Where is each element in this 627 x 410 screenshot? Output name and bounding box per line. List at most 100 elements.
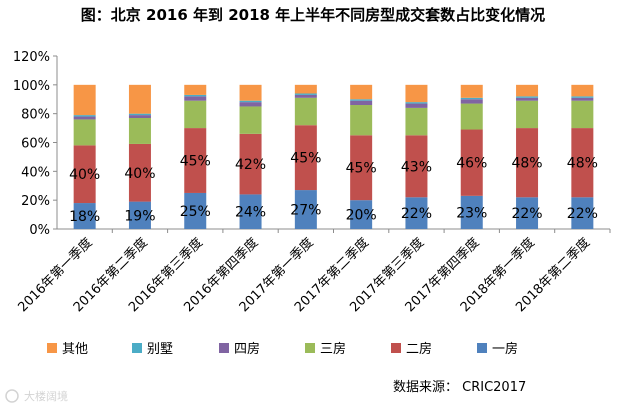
data-label: 43% bbox=[401, 159, 432, 175]
legend: 其他 别墅 四房 三房 二房 一房 bbox=[47, 341, 518, 357]
category-labels: 2016年第一季度2016年第二季度2016年第三季度2016年第四季度2017… bbox=[15, 235, 593, 316]
bar-segment bbox=[73, 115, 96, 117]
bar-segment bbox=[294, 125, 317, 191]
bar-segment bbox=[350, 84, 373, 100]
data-label: 22% bbox=[401, 206, 432, 222]
bar-segment bbox=[571, 84, 594, 97]
bar-segment bbox=[73, 145, 96, 204]
y-tick-label: 100% bbox=[13, 79, 50, 94]
data-label: 45% bbox=[346, 161, 377, 177]
legend-label: 四房 bbox=[234, 341, 260, 357]
bar-segment bbox=[405, 102, 428, 104]
bar-segment bbox=[184, 94, 207, 97]
bar-segment bbox=[460, 195, 483, 229]
y-tick-label: 80% bbox=[21, 108, 50, 123]
bar-segment bbox=[294, 93, 317, 95]
legend-label: 别墅 bbox=[147, 342, 173, 357]
chart-title: 图：北京 2016 年到 2018 年上半年不同房型成交套数占比变化情况 bbox=[81, 6, 545, 24]
y-tick-label: 0% bbox=[29, 223, 50, 238]
legend-swatch bbox=[391, 343, 401, 353]
watermark: 大楼阔境 bbox=[5, 389, 68, 403]
data-label: 48% bbox=[567, 156, 598, 172]
legend-swatch bbox=[47, 343, 57, 353]
legend-swatch bbox=[305, 343, 315, 353]
bar-segment bbox=[571, 97, 594, 101]
bar-segment bbox=[294, 94, 317, 98]
bar-segment bbox=[184, 96, 207, 101]
bar-segment bbox=[128, 143, 151, 202]
data-label: 22% bbox=[567, 206, 598, 222]
legend-item: 三房 bbox=[305, 341, 346, 357]
bar-segment bbox=[516, 84, 539, 97]
data-label: 27% bbox=[290, 203, 321, 219]
bar-segment bbox=[571, 128, 594, 198]
watermark-logo-icon bbox=[5, 389, 19, 403]
data-label: 20% bbox=[346, 208, 377, 224]
data-label: 25% bbox=[180, 204, 211, 220]
legend-item: 别墅 bbox=[132, 342, 173, 357]
data-label: 22% bbox=[511, 206, 542, 222]
bar-segment bbox=[239, 102, 262, 107]
bar-segment bbox=[350, 200, 373, 229]
bar-segment bbox=[128, 201, 151, 229]
bar-segment bbox=[571, 197, 594, 229]
bar-segment bbox=[294, 97, 317, 126]
bar-segment bbox=[516, 197, 539, 229]
bar-segment bbox=[128, 117, 151, 144]
legend-swatch bbox=[132, 343, 142, 353]
legend-item: 其他 bbox=[47, 342, 88, 357]
legend-label: 一房 bbox=[492, 341, 518, 357]
y-tick-label: 20% bbox=[21, 194, 50, 209]
data-label: 19% bbox=[124, 208, 155, 224]
bar-segment bbox=[294, 84, 317, 94]
data-label: 45% bbox=[180, 154, 211, 170]
data-labels: 18% 40% 19% 40% 25% 45% 24% 42% 27% 45% 20% 45% 22% 4… bbox=[69, 151, 598, 225]
bar-segment bbox=[571, 100, 594, 129]
bar-segment bbox=[128, 84, 151, 114]
bar-segment bbox=[294, 190, 317, 229]
bar-segment bbox=[350, 99, 373, 101]
bar-segment bbox=[128, 115, 151, 118]
legend-item: 四房 bbox=[219, 341, 260, 357]
source-note: 数据来源： CRIC2017 bbox=[393, 380, 526, 395]
bar-segment bbox=[460, 84, 483, 98]
bar-segment bbox=[350, 135, 373, 201]
bar-segment bbox=[73, 203, 96, 229]
data-label: 40% bbox=[69, 167, 100, 183]
bar-segment bbox=[405, 103, 428, 108]
bar-segment bbox=[184, 128, 207, 193]
legend-swatch bbox=[219, 343, 229, 353]
bar-segment bbox=[460, 97, 483, 100]
bar-segment bbox=[460, 99, 483, 104]
bar-segment bbox=[184, 84, 207, 95]
bar-segment bbox=[73, 119, 96, 146]
bar-series bbox=[73, 84, 594, 229]
bar-segment bbox=[239, 106, 262, 134]
bar-segment bbox=[184, 100, 207, 129]
data-label: 23% bbox=[456, 205, 487, 221]
watermark-text: 大楼阔境 bbox=[24, 389, 68, 403]
bar-segment bbox=[516, 97, 539, 101]
legend-item: 二房 bbox=[391, 341, 432, 357]
bar-segment bbox=[239, 100, 262, 103]
data-label: 42% bbox=[235, 157, 266, 173]
bar-segment bbox=[516, 100, 539, 129]
bar-segment bbox=[239, 84, 262, 101]
data-label: 46% bbox=[456, 156, 487, 172]
legend-label: 三房 bbox=[320, 341, 346, 357]
bar-segment bbox=[405, 197, 428, 229]
data-label: 18% bbox=[69, 209, 100, 225]
bar-segment bbox=[460, 103, 483, 130]
bar-segment bbox=[350, 105, 373, 136]
bar-segment bbox=[460, 129, 483, 196]
data-label: 45% bbox=[290, 151, 321, 167]
bar-segment bbox=[405, 135, 428, 198]
bar-segment bbox=[350, 100, 373, 106]
data-label: 24% bbox=[235, 205, 266, 221]
legend-label: 其他 bbox=[62, 342, 88, 357]
bar-segment bbox=[184, 192, 207, 229]
bar-segment bbox=[516, 128, 539, 198]
bar-segment bbox=[571, 96, 594, 98]
legend-label: 二房 bbox=[406, 341, 432, 357]
